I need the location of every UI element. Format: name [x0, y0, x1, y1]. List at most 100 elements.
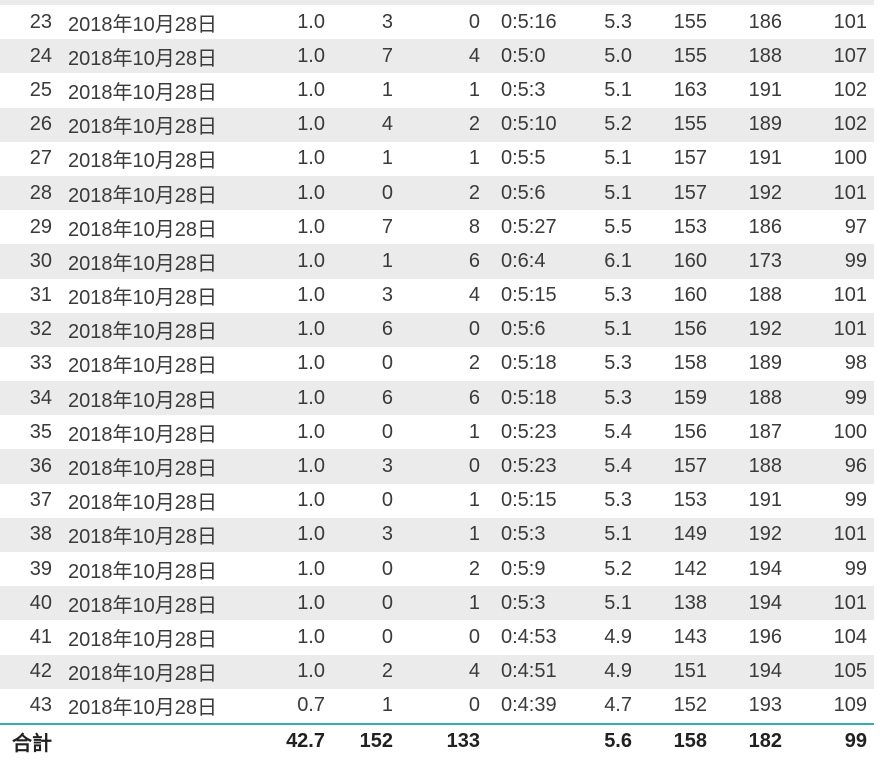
table-cell: 0:5:23	[501, 420, 557, 443]
table-cell: 2018年10月28日	[68, 458, 217, 481]
table-cell: 5.5	[604, 215, 632, 238]
table-cell: 0	[468, 625, 480, 648]
total-cell: 158	[673, 729, 707, 752]
partial-row-strip	[0, 0, 874, 5]
table-cell: 191	[748, 147, 782, 170]
table-cell: 7	[381, 44, 393, 67]
table-cell: 2	[468, 113, 480, 136]
total-label: 合計	[12, 732, 52, 755]
table-cell: 187	[748, 420, 782, 443]
table-cell: 3	[381, 523, 393, 546]
table-cell: 0:5:6	[501, 181, 546, 204]
table-cell: 5.4	[604, 420, 632, 443]
table-cell: 0	[468, 694, 480, 717]
table-cell: 155	[673, 44, 707, 67]
table-row[interactable]: 23 2018年10月28日 1.0 3 0 0:5:16 5.3 155 18…	[0, 5, 874, 40]
table-cell: 8	[468, 215, 480, 238]
table-row[interactable]: 26 2018年10月28日 1.0 4 2 0:5:10 5.2 155 18…	[0, 107, 874, 142]
table-row[interactable]: 33 2018年10月28日 1.0 0 2 0:5:18 5.3 158 18…	[0, 346, 874, 382]
table-cell: 1.0	[297, 78, 325, 101]
table-cell: 1.0	[297, 352, 325, 375]
table-cell: 0:5:27	[501, 215, 557, 238]
table-cell: 37	[29, 489, 52, 512]
table-cell: 0	[468, 455, 480, 478]
table-cell: 1.0	[297, 318, 325, 341]
table-cell: 6	[468, 386, 480, 409]
table-cell: 1.0	[297, 420, 325, 443]
table-cell: 1	[381, 78, 393, 101]
table-cell: 2018年10月28日	[68, 355, 217, 378]
table-row[interactable]: 34 2018年10月28日 1.0 6 6 0:5:18 5.3 159 18…	[0, 381, 874, 416]
table-cell: 2018年10月28日	[68, 423, 217, 446]
table-row[interactable]: 29 2018年10月28日 1.0 7 8 0:5:27 5.5 153 18…	[0, 210, 874, 245]
table-row[interactable]: 32 2018年10月28日 1.0 6 0 0:5:6 5.1 156 192…	[0, 312, 874, 347]
table-cell: 5.3	[604, 489, 632, 512]
table-cell: 192	[748, 523, 782, 546]
table-cell: 0	[381, 489, 393, 512]
table-cell: 1	[468, 420, 480, 443]
table-cell: 194	[748, 557, 782, 580]
table-row[interactable]: 41 2018年10月28日 1.0 0 0 0:4:53 4.9 143 19…	[0, 620, 874, 655]
table-cell: 2018年10月28日	[68, 560, 217, 583]
table-cell: 2018年10月28日	[68, 492, 217, 515]
table-row[interactable]: 25 2018年10月28日 1.0 1 1 0:5:3 5.1 163 191…	[0, 73, 874, 108]
table-row[interactable]: 40 2018年10月28日 1.0 0 1 0:5:3 5.1 138 194…	[0, 586, 874, 621]
table-cell: 0:5:0	[501, 44, 546, 67]
table-cell: 5.1	[604, 523, 632, 546]
table-cell: 5.2	[604, 113, 632, 136]
table-cell: 36	[29, 455, 52, 478]
table-cell: 2018年10月28日	[68, 150, 217, 173]
table-row[interactable]: 27 2018年10月28日 1.0 1 1 0:5:5 5.1 157 191…	[0, 141, 874, 176]
table-cell: 24	[29, 44, 52, 67]
table-cell: 192	[748, 318, 782, 341]
table-cell: 186	[748, 10, 782, 33]
total-cell: 152	[359, 729, 393, 752]
table-cell: 23	[29, 10, 52, 33]
table-cell: 109	[833, 694, 867, 717]
table-cell: 2018年10月28日	[68, 218, 217, 241]
table-cell: 42	[29, 660, 52, 683]
table-row[interactable]: 24 2018年10月28日 1.0 7 4 0:5:0 5.0 155 188…	[0, 39, 874, 74]
table-cell: 2018年10月28日	[68, 81, 217, 104]
table-cell: 157	[673, 147, 707, 170]
table-cell: 1.0	[297, 249, 325, 272]
table-cell: 0	[468, 318, 480, 341]
table-cell: 0:5:23	[501, 455, 557, 478]
table-row[interactable]: 43 2018年10月28日 0.7 1 0 0:4:39 4.7 152 19…	[0, 688, 874, 723]
table-cell: 192	[748, 181, 782, 204]
table-cell: 0:5:10	[501, 113, 557, 136]
table-row[interactable]: 42 2018年10月28日 1.0 2 4 0:4:51 4.9 151 19…	[0, 654, 874, 689]
table-cell: 1.0	[297, 44, 325, 67]
table-cell: 0:4:51	[501, 660, 557, 683]
table-cell: 1.0	[297, 215, 325, 238]
table-row[interactable]: 35 2018年10月28日 1.0 0 1 0:5:23 5.4 156 18…	[0, 415, 874, 450]
table-row[interactable]: 31 2018年10月28日 1.0 3 4 0:5:15 5.3 160 18…	[0, 278, 874, 313]
table-cell: 1.0	[297, 523, 325, 546]
table-row[interactable]: 39 2018年10月28日 1.0 0 2 0:5:9 5.2 142 194…	[0, 552, 874, 587]
table-cell: 155	[673, 113, 707, 136]
table-cell: 143	[673, 625, 707, 648]
table-cell: 188	[748, 284, 782, 307]
table-row[interactable]: 28 2018年10月28日 1.0 0 2 0:5:6 5.1 157 192…	[0, 175, 874, 211]
table-cell: 99	[844, 557, 867, 580]
table-cell: 102	[833, 78, 867, 101]
table-row[interactable]: 30 2018年10月28日 1.0 1 6 0:6:4 6.1 160 173…	[0, 244, 874, 279]
table-cell: 99	[844, 249, 867, 272]
table-cell: 102	[833, 113, 867, 136]
table-cell: 6	[468, 249, 480, 272]
table-cell: 101	[833, 318, 867, 341]
table-row[interactable]: 37 2018年10月28日 1.0 0 1 0:5:15 5.3 153 19…	[0, 483, 874, 518]
table-cell: 4.7	[604, 694, 632, 717]
table-row[interactable]: 38 2018年10月28日 1.0 3 1 0:5:3 5.1 149 192…	[0, 517, 874, 552]
table-row[interactable]: 36 2018年10月28日 1.0 3 0 0:5:23 5.4 157 18…	[0, 449, 874, 484]
table-cell: 0:4:53	[501, 625, 557, 648]
table-cell: 173	[748, 249, 782, 272]
table-cell: 1	[468, 78, 480, 101]
table-cell: 35	[29, 420, 52, 443]
table-cell: 2018年10月28日	[68, 252, 217, 275]
table-cell: 194	[748, 591, 782, 614]
table-cell: 0	[468, 10, 480, 33]
table-cell: 5.3	[604, 352, 632, 375]
table-cell: 105	[833, 660, 867, 683]
table-cell: 2018年10月28日	[68, 697, 217, 720]
